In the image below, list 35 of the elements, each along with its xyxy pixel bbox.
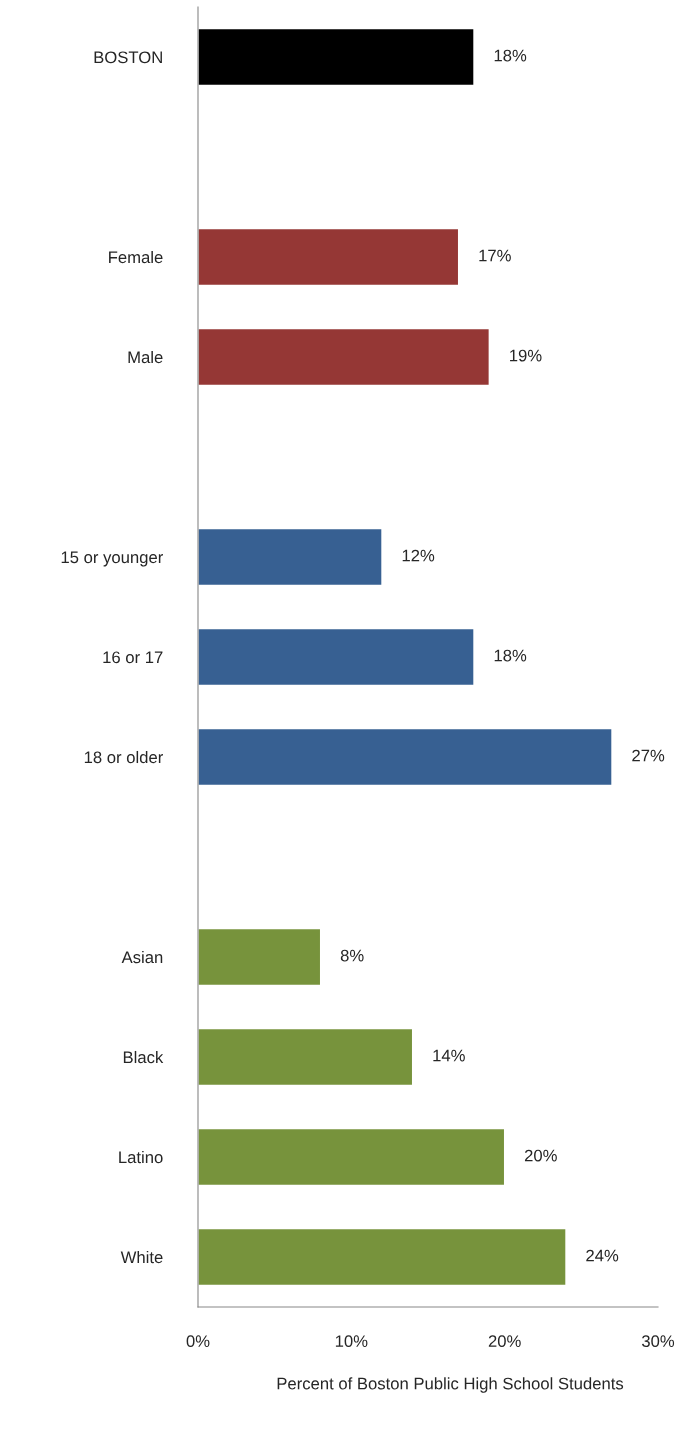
bar	[198, 327, 491, 387]
bar	[198, 227, 460, 287]
y-tick-label: Female	[109, 250, 163, 264]
bar	[198, 527, 383, 587]
data-label: 18%	[494, 49, 527, 62]
bar	[198, 627, 475, 687]
bar	[198, 1227, 567, 1287]
data-label: 27%	[632, 749, 665, 762]
y-tick-label: Male	[128, 350, 163, 364]
data-label: 24%	[586, 1249, 619, 1262]
y-tick-label: Asian	[121, 950, 163, 964]
x-axis-title: Percent of Boston Public High School Students	[277, 1377, 624, 1393]
data-label: 12%	[402, 549, 435, 562]
y-tick-label: 16 or 17	[103, 651, 163, 664]
bar	[198, 927, 322, 987]
data-label: 20%	[524, 1149, 557, 1162]
data-label: 19%	[510, 349, 542, 362]
data-label: 18%	[494, 649, 527, 662]
data-label: 14%	[433, 1049, 465, 1062]
bar	[198, 1127, 506, 1187]
x-tick-label: 0%	[186, 1335, 210, 1348]
bar	[198, 727, 613, 787]
data-label: 17%	[479, 249, 511, 262]
y-tick-label: 15 or younger	[61, 551, 164, 567]
y-tick-label: Latino	[119, 1150, 163, 1164]
y-tick-label: BOSTON	[94, 51, 162, 64]
y-tick-label: White	[120, 1250, 163, 1264]
bar	[198, 27, 475, 87]
data-label: 8%	[340, 949, 364, 962]
x-tick-label: 20%	[488, 1335, 521, 1348]
x-tick-label: 30%	[641, 1335, 675, 1348]
y-tick-label: Black	[123, 1050, 164, 1064]
y-tick-label: 18 or older	[84, 750, 164, 764]
bar	[198, 1027, 414, 1087]
x-tick-label: 10%	[335, 1335, 368, 1348]
